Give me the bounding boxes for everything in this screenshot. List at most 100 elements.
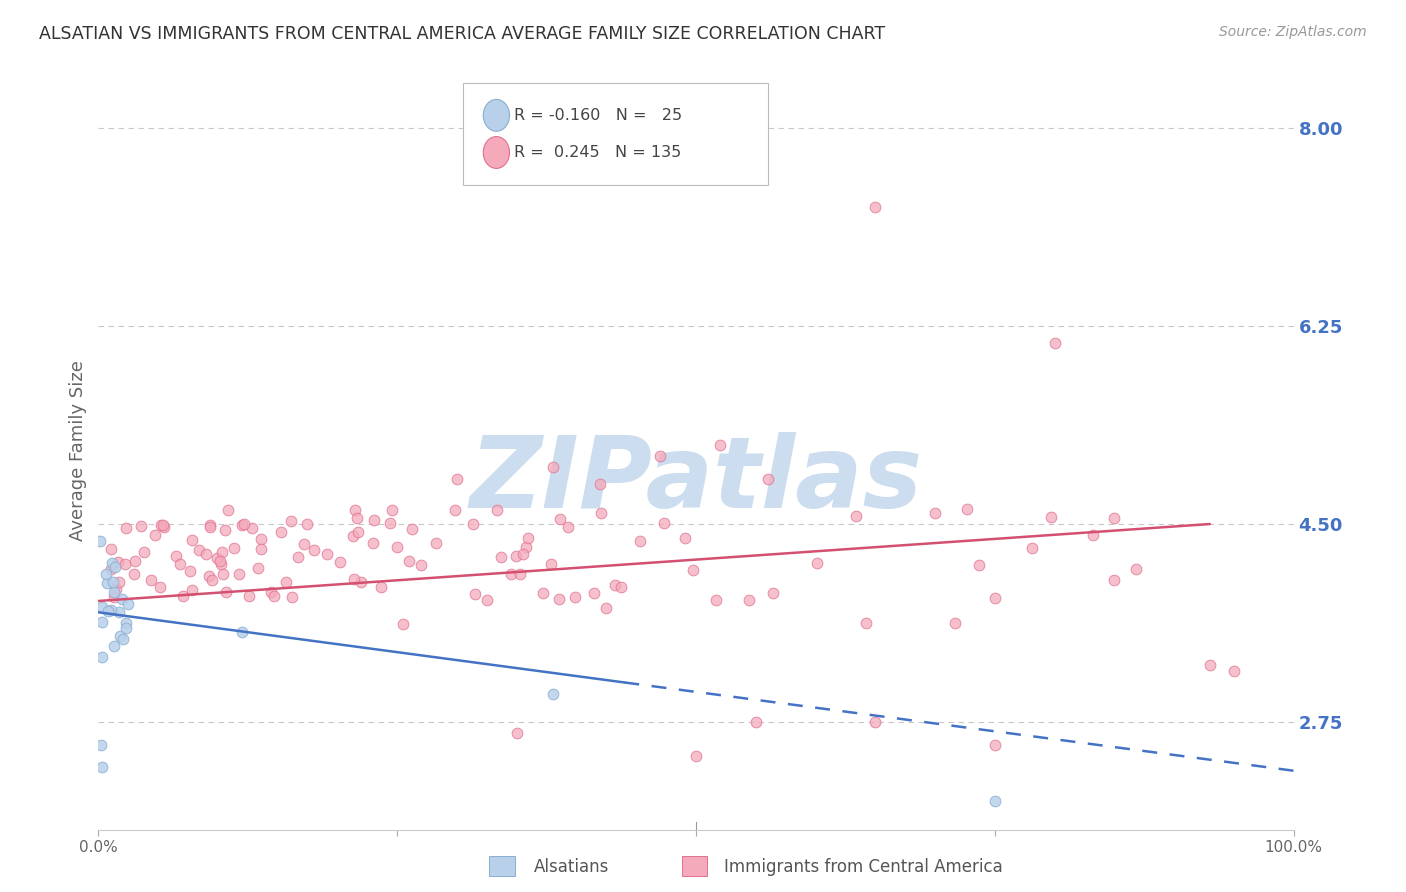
Point: [515, 540, 537, 554]
Point: [865, 714, 887, 729]
Point: [117, 597, 139, 611]
Point: [114, 521, 136, 535]
Point: [745, 714, 768, 729]
Point: [984, 794, 1007, 808]
Point: [94, 567, 117, 582]
Point: [100, 562, 122, 576]
Point: [475, 592, 498, 607]
Point: [589, 506, 612, 520]
Point: [506, 726, 529, 740]
Point: [855, 616, 877, 631]
Point: [548, 591, 571, 606]
Point: [589, 477, 612, 491]
Point: [212, 567, 235, 582]
Point: [141, 573, 163, 587]
Point: [346, 525, 368, 540]
Point: [214, 523, 236, 537]
Point: [194, 547, 217, 561]
Point: [343, 572, 366, 586]
Point: [101, 556, 124, 570]
Point: [114, 558, 136, 572]
Point: [90, 599, 112, 614]
Ellipse shape: [484, 136, 509, 169]
Point: [541, 460, 564, 475]
Point: [1039, 510, 1062, 524]
Point: [943, 615, 966, 630]
Point: [198, 517, 221, 532]
Point: [685, 749, 707, 764]
Point: [280, 514, 302, 528]
Point: [91, 760, 114, 774]
Point: [1104, 511, 1126, 525]
Point: [90, 615, 112, 629]
Point: [756, 472, 779, 486]
Point: [673, 531, 696, 545]
Point: [865, 200, 887, 214]
Point: [150, 517, 173, 532]
Point: [165, 549, 187, 564]
Point: [181, 582, 204, 597]
Point: [149, 580, 172, 594]
Point: [540, 558, 562, 572]
Point: [104, 582, 127, 596]
Point: [398, 554, 420, 568]
Point: [222, 541, 245, 556]
Point: [983, 591, 1005, 605]
Point: [198, 519, 221, 533]
Point: [280, 591, 302, 605]
Point: [152, 518, 174, 533]
Point: [343, 503, 366, 517]
Text: R =  0.245   N = 135: R = 0.245 N = 135: [515, 145, 682, 160]
Point: [209, 554, 232, 568]
Point: [201, 573, 224, 587]
Point: [425, 536, 447, 550]
Point: [628, 534, 651, 549]
Point: [1102, 574, 1125, 588]
Point: [486, 503, 509, 517]
Text: ALSATIAN VS IMMIGRANTS FROM CENTRAL AMERICA AVERAGE FAMILY SIZE CORRELATION CHAR: ALSATIAN VS IMMIGRANTS FROM CENTRAL AMER…: [39, 25, 886, 43]
Point: [103, 639, 125, 653]
Point: [100, 541, 122, 556]
Point: [249, 542, 271, 557]
Text: Immigrants from Central America: Immigrants from Central America: [724, 858, 1002, 876]
Point: [108, 605, 131, 619]
Point: [207, 551, 229, 566]
Point: [90, 650, 112, 665]
Point: [103, 590, 125, 604]
Point: [96, 576, 118, 591]
FancyBboxPatch shape: [463, 83, 768, 186]
Point: [557, 520, 579, 534]
Point: [984, 738, 1007, 752]
Point: [411, 558, 433, 573]
Point: [263, 589, 285, 603]
Point: [385, 540, 408, 554]
Point: [1043, 335, 1066, 350]
Text: R = -0.160   N =   25: R = -0.160 N = 25: [515, 108, 682, 123]
Point: [209, 558, 232, 572]
Point: [169, 557, 191, 571]
Point: [378, 516, 401, 531]
Point: [197, 569, 219, 583]
Point: [238, 590, 260, 604]
Point: [179, 565, 201, 579]
Point: [114, 615, 136, 630]
Point: [346, 511, 368, 525]
Point: [97, 604, 120, 618]
Point: [564, 590, 586, 604]
Point: [1125, 562, 1147, 576]
Point: [260, 584, 283, 599]
Point: [605, 578, 627, 592]
Point: [737, 592, 759, 607]
Point: [463, 517, 485, 532]
Point: [107, 574, 129, 589]
Point: [287, 549, 309, 564]
Text: ZIPatlas: ZIPatlas: [470, 433, 922, 529]
Point: [153, 520, 176, 534]
Point: [124, 554, 146, 568]
Point: [967, 558, 990, 573]
Point: [124, 566, 146, 581]
Point: [533, 586, 555, 600]
Point: [211, 545, 233, 559]
Point: [270, 524, 292, 539]
Point: [250, 532, 273, 546]
